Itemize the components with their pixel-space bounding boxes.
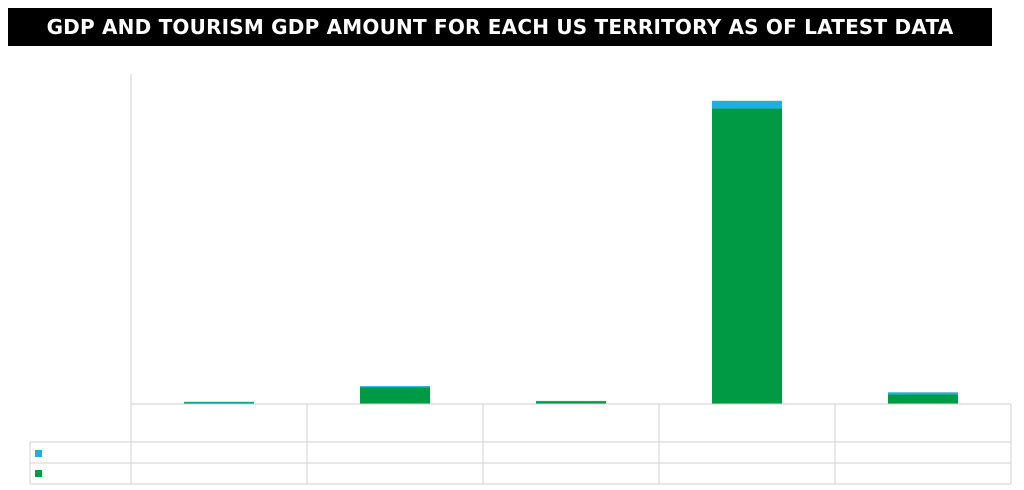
bar-series-top-1 [360,386,430,388]
bar-series-bottom-0 [184,401,254,404]
bar-series-bottom-4 [888,394,958,404]
chart-title-bar: GDP AND TOURISM GDP AMOUNT FOR EACH US T… [8,8,992,46]
bar-series-bottom-3 [712,108,782,405]
data-table-grid [29,403,1012,485]
bar-series-top-3 [712,100,782,109]
chart-title: GDP AND TOURISM GDP AMOUNT FOR EACH US T… [46,15,954,39]
legend-swatch-series-bottom [35,470,42,477]
bar-series-top-4 [888,392,958,395]
chart-bars [184,100,958,405]
bar-series-top-0 [184,401,254,403]
legend-swatch-series-top [35,450,42,457]
bar-series-bottom-1 [360,387,430,404]
bar-series-bottom-2 [536,401,606,405]
bar-series-top-2 [536,400,606,402]
